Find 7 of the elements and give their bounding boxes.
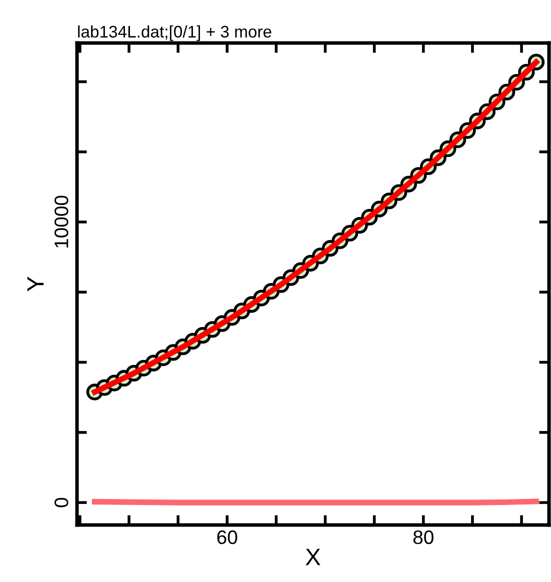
y-axis-title: Y xyxy=(27,276,44,292)
y-tick-label: 10000 xyxy=(54,196,68,248)
y-tick-label: 0 xyxy=(54,498,68,508)
x-axis-title: X xyxy=(306,548,320,566)
x-tick-label: 80 xyxy=(413,530,434,544)
x-tick-label: 60 xyxy=(217,530,238,544)
chart-title: lab134L.dat;[0/1] + 3 more xyxy=(78,25,272,41)
